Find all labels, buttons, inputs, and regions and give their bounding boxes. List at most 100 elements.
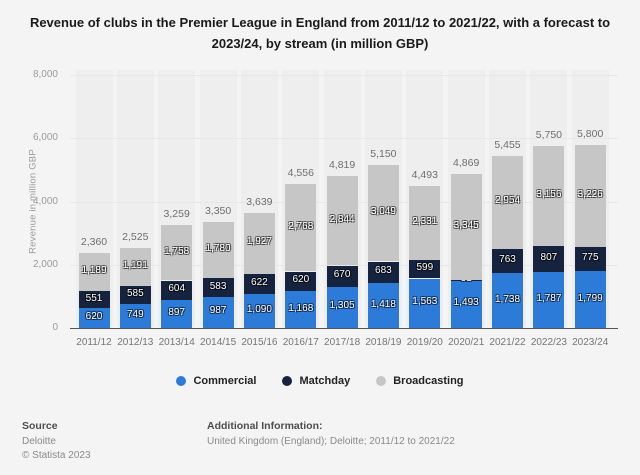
bar-segment <box>574 271 606 328</box>
value-label: 807 <box>540 251 558 263</box>
legend-label: Commercial <box>193 375 257 387</box>
value-label: 2,768 <box>288 220 314 232</box>
bar-segment <box>409 278 441 328</box>
bar-segment <box>78 308 110 328</box>
value-label: 1,799 <box>577 292 603 304</box>
value-label: 749 <box>126 309 144 321</box>
value-label: 763 <box>499 254 516 265</box>
value-label: 1,189 <box>81 265 107 277</box>
bar-segment <box>326 175 358 266</box>
value-label: 3,049 <box>370 206 396 218</box>
total-label: 5,750 <box>535 129 563 142</box>
value-label: 1,563 <box>412 296 438 308</box>
total-label: 4,869 <box>453 157 480 169</box>
x-tick-label: 2017/18 <box>324 337 361 348</box>
bar-segment <box>161 299 193 328</box>
total-label: 4,493 <box>411 168 438 181</box>
bar-segment <box>285 183 317 272</box>
bar-segment <box>202 296 234 328</box>
y-tick-label: 0 <box>52 322 58 333</box>
bar-segment <box>450 174 482 280</box>
total-label: 2,360 <box>80 236 108 249</box>
value-label: 551 <box>85 292 103 304</box>
x-tick-label: 2020/21 <box>448 337 485 348</box>
total-label: 4,556 <box>287 166 314 179</box>
bar-segment <box>78 291 110 309</box>
x-tick-label: 2018/19 <box>365 337 402 348</box>
value-label: 1,758 <box>164 245 190 257</box>
bar-segment <box>202 222 234 279</box>
bar-segment <box>533 146 565 246</box>
bar-segment <box>285 291 317 328</box>
value-label: 1,787 <box>536 292 562 304</box>
source-block: Source Deloitte © Statista 2023 <box>22 420 91 462</box>
bar-segment <box>243 273 275 294</box>
legend-item: Commercial <box>176 375 256 387</box>
legend-dot-icon <box>376 376 387 386</box>
bar-segment <box>161 280 193 300</box>
x-tick-label: 2014/15 <box>200 337 237 348</box>
value-label: 1,780 <box>205 243 231 255</box>
value-label: 1,305 <box>329 300 355 312</box>
x-tick-label: 2013/14 <box>158 337 195 348</box>
bar-segment <box>367 261 399 284</box>
bar-segment <box>533 246 565 272</box>
x-tick-label: 2019/20 <box>406 337 443 348</box>
value-label: 620 <box>292 274 310 286</box>
chart-title: Revenue of clubs in the Premier League i… <box>29 15 611 51</box>
legend-item: Matchday <box>282 375 350 387</box>
value-label: 1,927 <box>246 236 272 248</box>
y-tick-label: 2,000 <box>32 258 58 270</box>
bar-segment <box>492 248 523 273</box>
value-label: 599 <box>416 262 434 274</box>
value-label: 2,331 <box>412 215 438 227</box>
bar-segment <box>161 224 193 281</box>
bar-segment <box>243 212 275 274</box>
bar-segment <box>492 273 523 328</box>
value-label: 3,345 <box>453 219 479 231</box>
bar-segment <box>202 278 234 297</box>
total-label: 4,819 <box>328 158 356 171</box>
x-tick-label: 2012/13 <box>117 337 154 348</box>
value-label: 1,168 <box>288 302 314 314</box>
additional-info-label: Additional Information: <box>207 420 323 432</box>
bar-segment <box>492 155 523 249</box>
value-label: 1,738 <box>494 293 521 305</box>
total-label: 5,800 <box>577 127 604 140</box>
x-tick-label: 2011/12 <box>76 337 112 348</box>
value-label: 3,156 <box>536 189 562 201</box>
value-label: 1,191 <box>122 260 148 271</box>
value-label: 3,226 <box>577 188 603 200</box>
bar-segment <box>409 185 441 260</box>
value-label: 683 <box>375 265 392 277</box>
bar-segment <box>367 283 399 328</box>
value-label: 2,844 <box>329 213 355 225</box>
legend-label: Matchday <box>299 375 351 387</box>
copyright-notice: © Statista 2023 <box>22 449 91 461</box>
bar-segment <box>326 265 358 287</box>
additional-info-text: United Kingdom (England); Deloitte; 2011… <box>207 436 455 447</box>
bar-segment <box>450 280 482 328</box>
value-label: 604 <box>168 283 186 295</box>
value-label: 1,090 <box>246 303 272 315</box>
x-tick-label: 2015/16 <box>241 337 278 348</box>
bar-segment <box>119 304 151 328</box>
bar-segment <box>574 246 606 272</box>
value-label: 1,418 <box>370 298 396 310</box>
x-tick-label: 2023/24 <box>572 337 609 348</box>
value-label: 987 <box>209 305 227 317</box>
bar-segment <box>326 286 358 328</box>
bar-segment <box>78 253 110 291</box>
bar-segment <box>450 279 482 281</box>
value-label: 583 <box>209 280 227 292</box>
bar-segment <box>533 271 565 328</box>
bar-segment <box>119 285 151 305</box>
value-label: 585 <box>126 288 144 300</box>
value-label: 1,493 <box>453 297 479 309</box>
value-label: 622 <box>251 276 268 288</box>
total-label: 3,639 <box>246 195 273 208</box>
value-label: 897 <box>168 306 186 318</box>
source-label: Source <box>22 420 58 432</box>
legend-item: Broadcasting <box>376 375 464 387</box>
